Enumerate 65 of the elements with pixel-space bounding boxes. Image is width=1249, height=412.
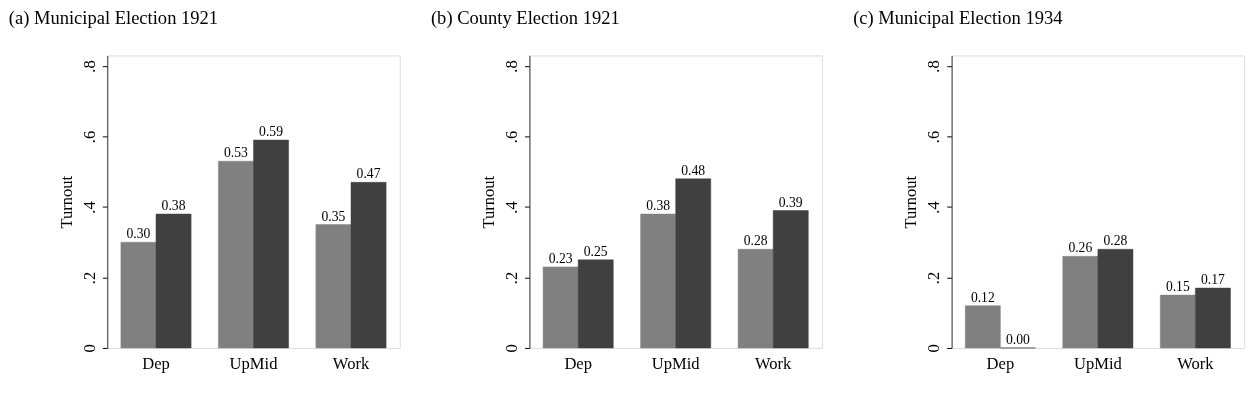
data-label: 0.38	[161, 198, 186, 214]
y-tick-label: .2	[80, 271, 100, 285]
data-label: 0.28	[1103, 233, 1128, 249]
x-tick-label: UpMid	[229, 353, 279, 373]
y-tick-label: .8	[80, 60, 100, 73]
y-tick-label: .8	[924, 60, 944, 73]
bar	[315, 224, 352, 349]
x-tick-label: Work	[755, 353, 793, 373]
bar	[675, 178, 712, 349]
bar	[350, 182, 387, 349]
bar	[542, 266, 579, 349]
data-label: 0.26	[1068, 240, 1093, 256]
chart-title: (c) Municipal Election 1934	[853, 7, 1063, 30]
y-tick-label: .6	[80, 130, 100, 144]
y-tick-label: .6	[502, 130, 522, 144]
data-label: 0.00	[1005, 332, 1031, 348]
bar	[120, 241, 157, 349]
data-label: 0.17	[1200, 272, 1226, 288]
data-label: 0.23	[548, 251, 573, 267]
y-tick-label: 0	[924, 344, 944, 353]
data-label: 0.39	[778, 194, 803, 210]
y-axis-title: Turnout	[478, 175, 498, 229]
y-tick-label: .2	[502, 271, 522, 285]
data-label: 0.15	[1165, 279, 1190, 295]
chart-title: (b) County Election 1921	[430, 7, 620, 30]
x-tick-label: Work	[332, 353, 370, 373]
x-tick-label: UpMid	[1073, 353, 1123, 373]
data-label: 0.35	[321, 208, 346, 224]
y-tick-label: 0	[80, 344, 100, 353]
y-tick-label: .2	[924, 271, 944, 285]
bar	[965, 305, 1001, 349]
bar	[640, 213, 676, 349]
data-label: 0.59	[259, 124, 284, 140]
y-tick-label: .6	[924, 130, 944, 144]
bar	[1195, 287, 1231, 349]
bar	[1062, 256, 1099, 349]
y-axis-title: Turnout	[901, 175, 921, 229]
data-label: 0.25	[583, 243, 608, 259]
y-tick-label: .4	[502, 200, 522, 214]
bar	[253, 139, 289, 349]
bar	[737, 249, 774, 349]
y-axis-title: Turnout	[56, 175, 76, 229]
data-label: 0.53	[224, 145, 249, 161]
y-tick-label: 0	[502, 344, 522, 353]
data-label: 0.47	[356, 166, 381, 182]
y-tick-label: .4	[924, 200, 944, 214]
x-tick-label: Work	[1177, 353, 1215, 373]
chart-title: (a) Municipal Election 1921	[8, 7, 219, 30]
bar	[1097, 249, 1134, 349]
bar	[155, 213, 192, 349]
x-tick-label: UpMid	[651, 353, 701, 373]
bar	[577, 259, 614, 349]
data-label: 0.28	[743, 233, 768, 249]
data-label: 0.48	[681, 162, 706, 178]
y-tick-label: .4	[80, 200, 100, 214]
data-label: 0.38	[646, 198, 671, 214]
x-tick-label: Dep	[142, 353, 170, 373]
x-tick-label: Dep	[564, 353, 592, 373]
data-label: 0.30	[126, 226, 151, 242]
bar	[218, 160, 254, 349]
x-tick-label: Dep	[986, 353, 1015, 373]
y-tick-label: .8	[502, 60, 522, 73]
bar	[772, 210, 809, 349]
bar	[1160, 294, 1196, 349]
data-label: 0.12	[970, 289, 995, 305]
